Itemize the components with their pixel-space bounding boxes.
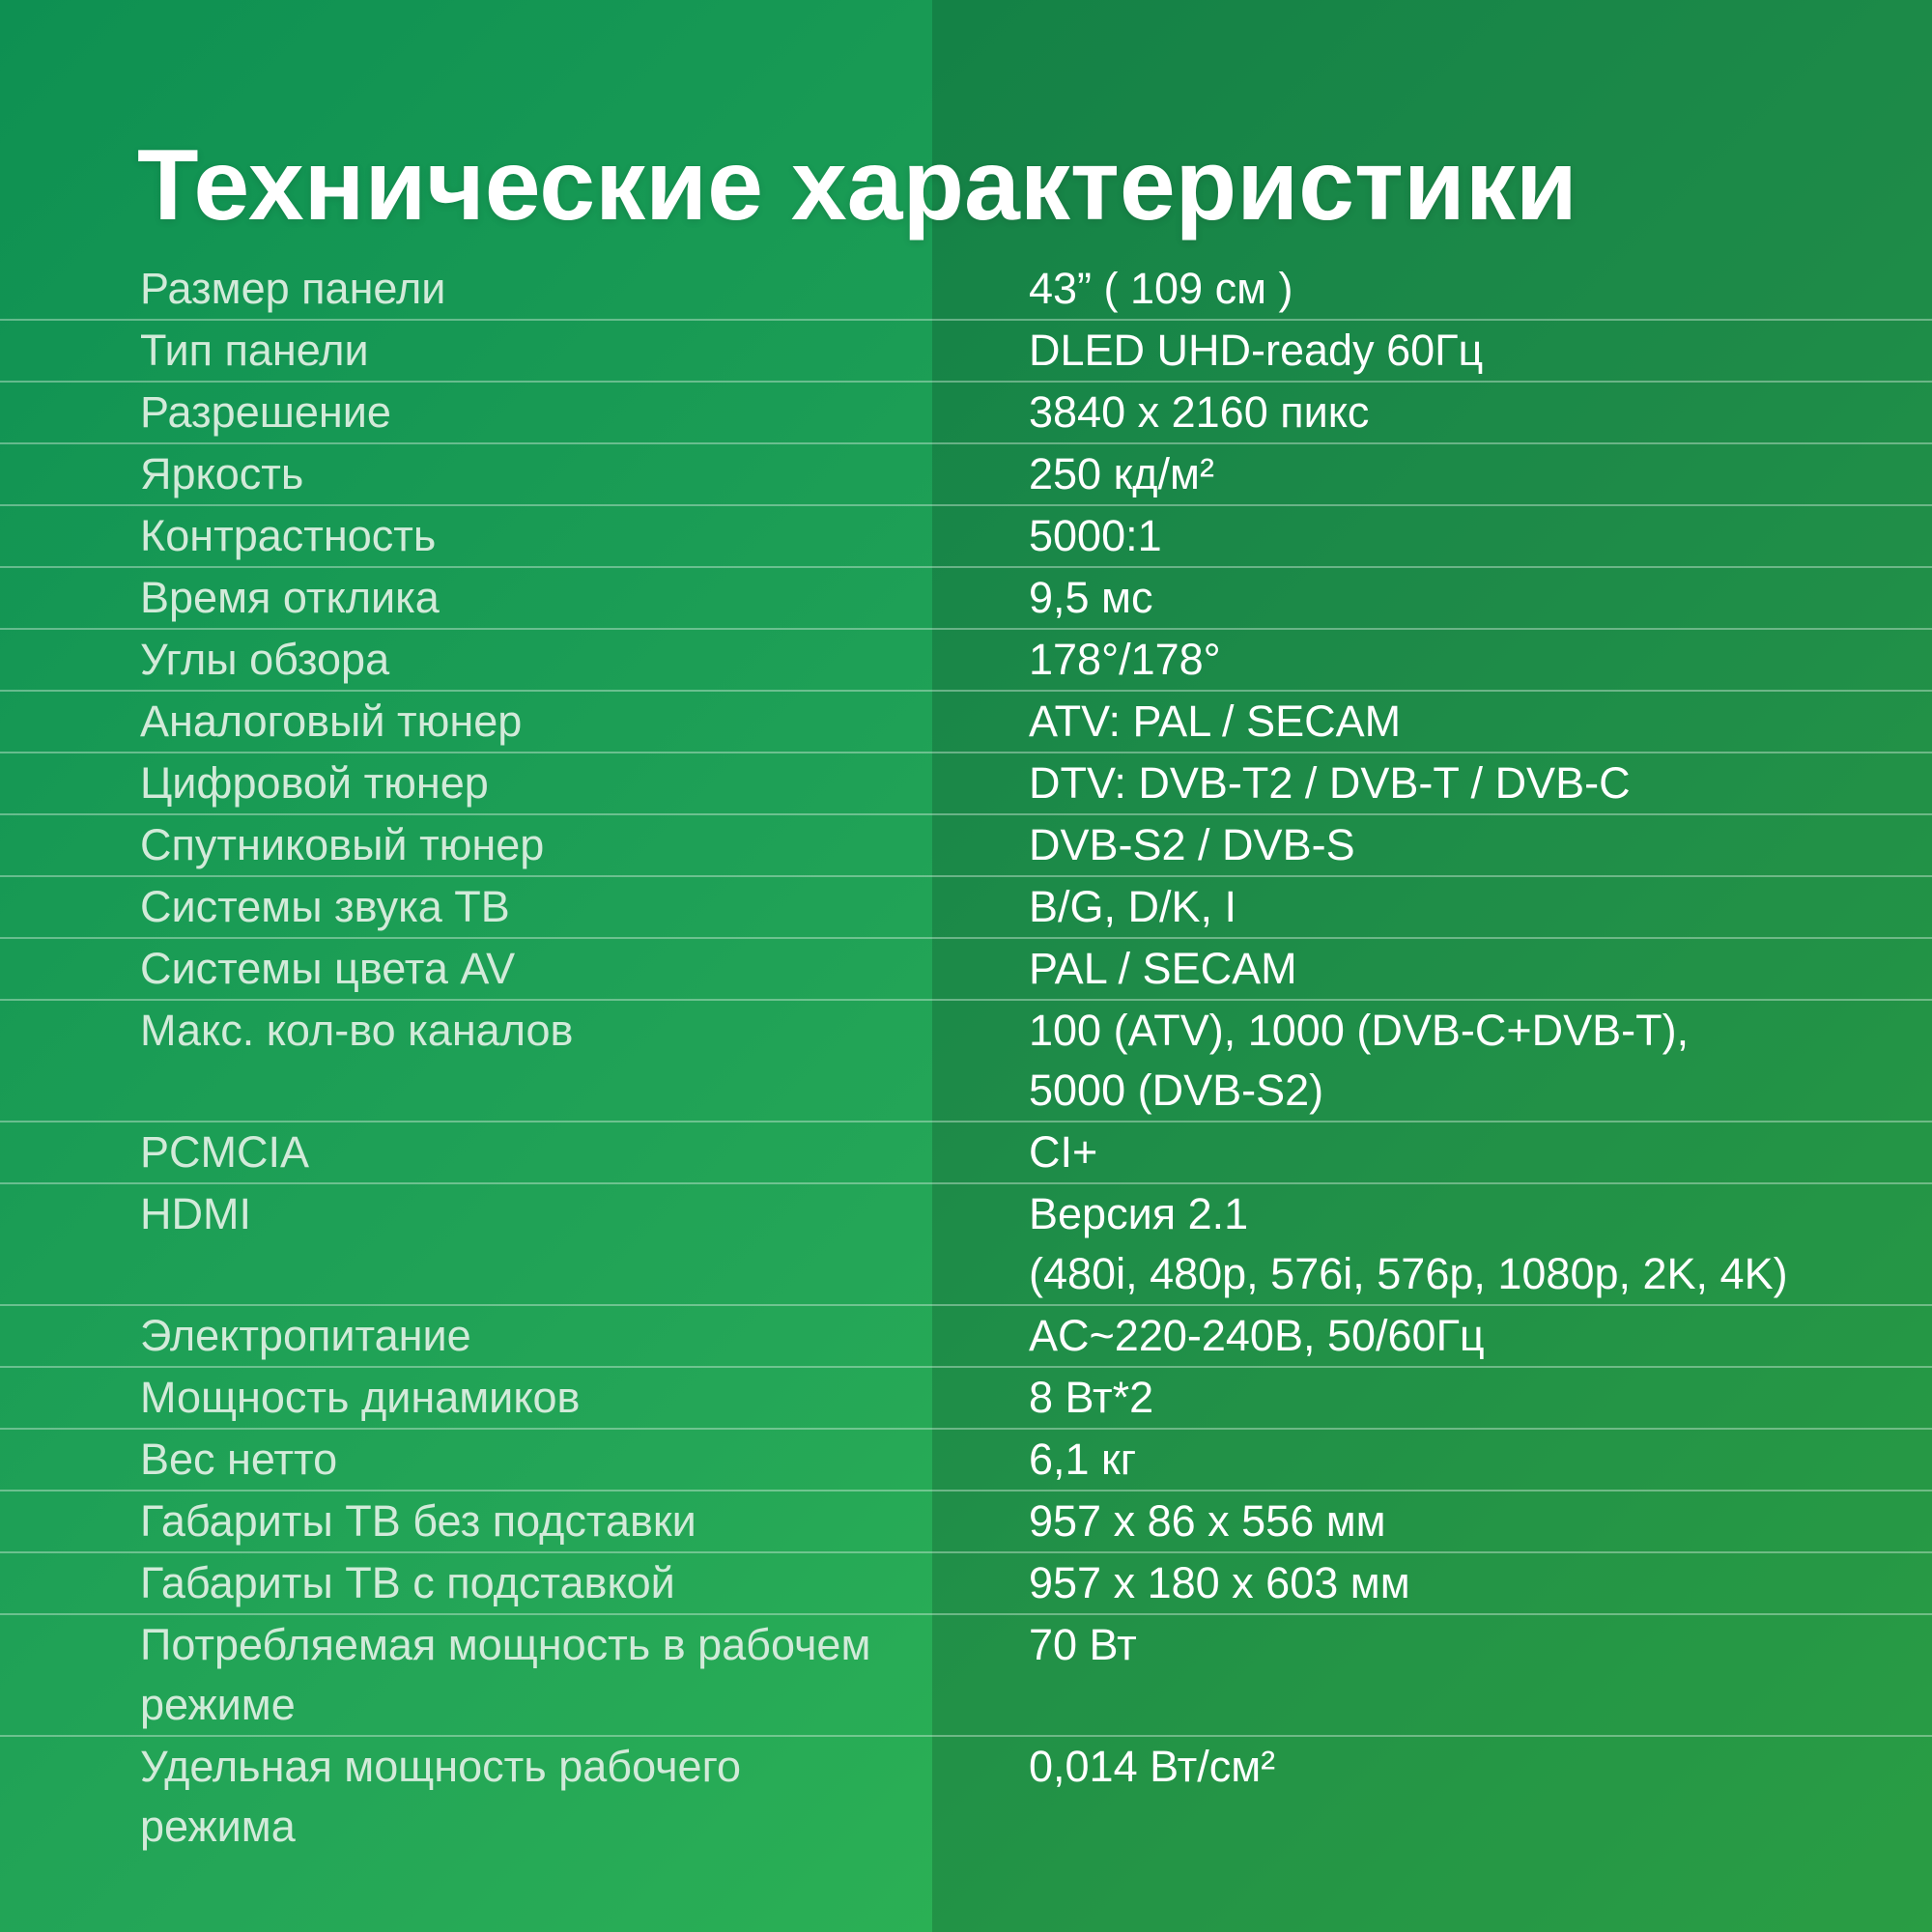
- row-label: HDMI: [140, 1189, 251, 1238]
- table-row: Время отклика 9,5 мс: [0, 566, 1932, 628]
- table-row: Размер панели 43” ( 109 см ): [0, 259, 1932, 319]
- table-row: Потребляемая мощность в рабочем режиме 7…: [0, 1613, 1932, 1735]
- row-value: 43” ( 109 см ): [1029, 264, 1293, 313]
- table-row: Габариты ТВ с подставкой 957 x 180 x 603…: [0, 1551, 1932, 1613]
- table-row: Электропитание AC~220-240В, 50/60Гц: [0, 1304, 1932, 1366]
- row-value: AC~220-240В, 50/60Гц: [1029, 1311, 1485, 1360]
- row-value: DVB-S2 / DVB-S: [1029, 820, 1355, 869]
- row-value: 0,014 Вт/см²: [1029, 1742, 1276, 1791]
- table-row: PCMCIA CI+: [0, 1121, 1932, 1182]
- row-label: Время отклика: [140, 573, 440, 622]
- table-row: Системы цвета AV PAL / SECAM: [0, 937, 1932, 999]
- row-label: Аналоговый тюнер: [140, 696, 523, 746]
- row-value: DLED UHD-ready 60Гц: [1029, 326, 1484, 375]
- row-label: Потребляемая мощность в рабочем режиме: [140, 1620, 871, 1729]
- row-value: 957 x 86 x 556 мм: [1029, 1496, 1386, 1546]
- table-row: Яркость 250 кд/м²: [0, 442, 1932, 504]
- row-label: Системы цвета AV: [140, 944, 516, 993]
- row-value: Версия 2.1 (480i, 480p, 576i, 576p, 1080…: [1029, 1189, 1788, 1298]
- row-label: Яркость: [140, 449, 304, 498]
- row-value: 3840 x 2160 пикс: [1029, 387, 1370, 437]
- row-label: Удельная мощность рабочего режима: [140, 1742, 742, 1851]
- row-label: PCMCIA: [140, 1127, 310, 1177]
- table-row: Контрастность 5000:1: [0, 504, 1932, 566]
- table-row: Аналоговый тюнер ATV: PAL / SECAM: [0, 690, 1932, 752]
- row-label: Размер панели: [140, 264, 446, 313]
- table-row: Углы обзора 178°/178°: [0, 628, 1932, 690]
- row-label: Цифровой тюнер: [140, 758, 489, 808]
- row-label: Разрешение: [140, 387, 391, 437]
- table-row: Цифровой тюнер DTV: DVB-T2 / DVB-T / DVB…: [0, 752, 1932, 813]
- page-title: Технические характеристики: [137, 128, 1577, 242]
- row-value: 100 (ATV), 1000 (DVB-C+DVB-T), 5000 (DVB…: [1029, 1006, 1690, 1115]
- spec-table: Размер панели 43” ( 109 см ) Тип панели …: [0, 259, 1932, 1857]
- row-value: 250 кд/м²: [1029, 449, 1214, 498]
- row-label: Габариты ТВ с подставкой: [140, 1558, 675, 1607]
- table-row: Макс. кол-во каналов 100 (ATV), 1000 (DV…: [0, 999, 1932, 1121]
- row-value: ATV: PAL / SECAM: [1029, 696, 1402, 746]
- table-row: Удельная мощность рабочего режима 0,014 …: [0, 1735, 1932, 1857]
- row-value: 5000:1: [1029, 511, 1162, 560]
- table-row: Разрешение 3840 x 2160 пикс: [0, 381, 1932, 442]
- row-value: 957 x 180 x 603 мм: [1029, 1558, 1410, 1607]
- row-label: Тип панели: [140, 326, 369, 375]
- table-row: Спутниковый тюнер DVB-S2 / DVB-S: [0, 813, 1932, 875]
- row-value: 178°/178°: [1029, 635, 1221, 684]
- row-value: B/G, D/K, I: [1029, 882, 1237, 931]
- row-label: Электропитание: [140, 1311, 471, 1360]
- table-row: Вес нетто 6,1 кг: [0, 1428, 1932, 1490]
- row-label: Системы звука ТВ: [140, 882, 510, 931]
- row-value: 70 Вт: [1029, 1620, 1137, 1669]
- row-label: Углы обзора: [140, 635, 390, 684]
- table-row: Тип панели DLED UHD-ready 60Гц: [0, 319, 1932, 381]
- row-value: 8 Вт*2: [1029, 1373, 1154, 1422]
- row-label: Макс. кол-во каналов: [140, 1006, 574, 1055]
- row-value: DTV: DVB-T2 / DVB-T / DVB-C: [1029, 758, 1631, 808]
- row-label: Вес нетто: [140, 1435, 338, 1484]
- row-value: CI+: [1029, 1127, 1098, 1177]
- table-row: Мощность динамиков 8 Вт*2: [0, 1366, 1932, 1428]
- row-label: Контрастность: [140, 511, 437, 560]
- table-row: Габариты ТВ без подставки 957 x 86 x 556…: [0, 1490, 1932, 1551]
- table-row: HDMI Версия 2.1 (480i, 480p, 576i, 576p,…: [0, 1182, 1932, 1304]
- row-value: 6,1 кг: [1029, 1435, 1137, 1484]
- table-row: Системы звука ТВ B/G, D/K, I: [0, 875, 1932, 937]
- row-label: Мощность динамиков: [140, 1373, 581, 1422]
- row-value: PAL / SECAM: [1029, 944, 1297, 993]
- row-value: 9,5 мс: [1029, 573, 1153, 622]
- row-label: Габариты ТВ без подставки: [140, 1496, 696, 1546]
- row-label: Спутниковый тюнер: [140, 820, 545, 869]
